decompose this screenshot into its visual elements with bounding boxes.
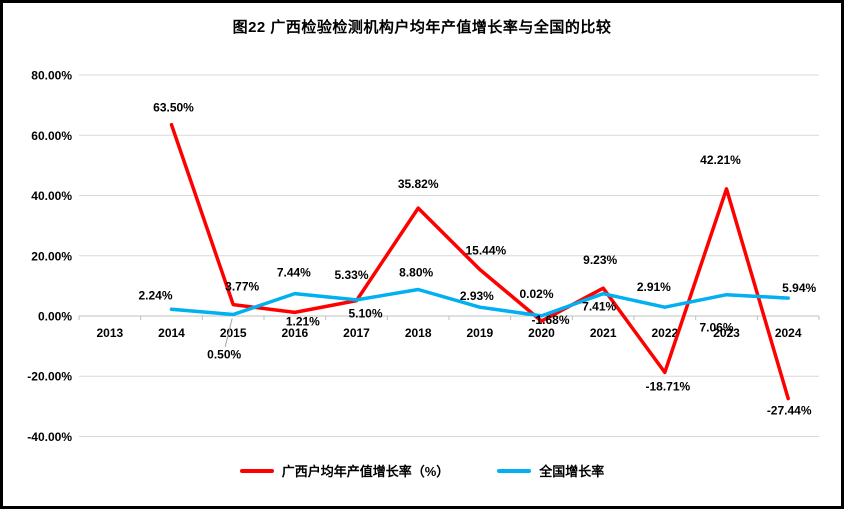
data-label: 7.41%	[582, 300, 616, 314]
y-axis-label: 40.00%	[31, 189, 72, 203]
x-axis-label: 2020	[528, 326, 555, 340]
legend-swatch-national	[497, 468, 532, 473]
line-chart: 80.00% 60.00% 40.00% 20.00% 0.00% -20.00% -40.…	[27, 69, 820, 444]
legend-swatch-guangxi	[239, 468, 274, 473]
data-label: 5.10%	[348, 307, 382, 321]
data-label: 35.82%	[398, 177, 439, 191]
x-axis-label: 2022	[651, 326, 678, 340]
data-label: 63.50%	[153, 101, 194, 115]
y-axis-label: 60.00%	[31, 129, 72, 143]
legend-item-national: 全国增长率	[497, 461, 604, 480]
x-axis-label: 2016	[281, 326, 308, 340]
data-label: 5.33%	[334, 268, 368, 282]
data-label: 42.21%	[700, 153, 741, 167]
label-leader-line	[224, 318, 233, 348]
data-label: 9.23%	[583, 253, 617, 267]
data-label: 7.44%	[277, 266, 311, 280]
chart-legend: 广西户均年产值增长率（%） 全国增长率	[3, 461, 841, 480]
data-label: -18.71%	[645, 379, 690, 393]
x-axis-label: 2014	[158, 326, 185, 340]
data-label: 2.91%	[637, 280, 671, 294]
data-label: 8.80%	[399, 265, 433, 279]
legend-label-national: 全国增长率	[539, 464, 605, 479]
x-axis-label: 2017	[343, 326, 370, 340]
data-label: 0.02%	[519, 287, 553, 301]
series-line-1	[169, 287, 790, 318]
x-axis-label: 2024	[775, 326, 802, 340]
data-label: 2.93%	[460, 289, 494, 303]
x-axis-label: 2023	[713, 326, 740, 340]
x-axis-label: 2018	[405, 326, 432, 340]
y-axis-label: -40.00%	[27, 430, 72, 444]
y-axis-label: 80.00%	[31, 69, 72, 83]
series-line-0	[169, 122, 790, 401]
x-axis-label: 2015	[220, 326, 247, 340]
y-axis-label: 0.00%	[38, 310, 72, 324]
x-axis-label: 2013	[96, 326, 123, 340]
chart-title: 图22 广西检验检测机构户均年产值增长率与全国的比较	[232, 19, 612, 36]
data-label: 2.24%	[138, 288, 172, 302]
y-axis-label: 20.00%	[31, 249, 72, 263]
data-label: 5.94%	[782, 281, 816, 295]
data-label: 7.06%	[699, 321, 733, 335]
data-label: 0.50%	[207, 347, 241, 361]
data-label: -27.44%	[767, 404, 812, 418]
data-label: 15.44%	[465, 243, 506, 257]
data-label: 1.21%	[286, 314, 320, 328]
y-axis-label: -20.00%	[27, 370, 72, 384]
data-label: 3.77%	[225, 280, 259, 294]
data-label: -1.68%	[531, 313, 569, 327]
x-axis-label: 2019	[466, 326, 493, 340]
x-axis-label: 2021	[590, 326, 617, 340]
legend-label-guangxi: 广西户均年产值增长率（%）	[281, 464, 450, 479]
legend-item-guangxi: 广西户均年产值增长率（%）	[239, 461, 450, 480]
